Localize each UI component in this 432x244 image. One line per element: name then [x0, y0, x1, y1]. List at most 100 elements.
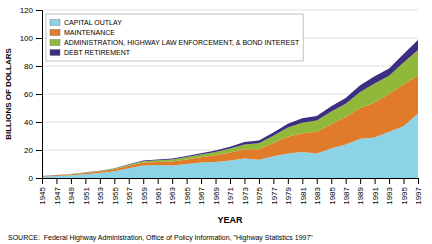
tick: 0 [29, 174, 42, 183]
tick-mark [36, 66, 42, 67]
tick-mark [259, 178, 260, 184]
legend-item: DEBT RETIREMENT [50, 49, 131, 56]
tick: 1947 [53, 178, 62, 205]
tick-mark [273, 178, 274, 184]
tick: 1979 [284, 178, 293, 205]
tick-mark [129, 178, 130, 184]
tick-mark [36, 10, 42, 11]
tick: 1967 [197, 178, 206, 205]
chart: 1945 1947 1949 1951 1953 1955 1957 1959 1961 1963… [0, 0, 432, 244]
tick-label: 1997 [414, 186, 423, 204]
tick-mark [56, 178, 57, 184]
tick-mark [375, 178, 376, 184]
tick-mark [288, 178, 289, 184]
tick-mark [216, 178, 217, 184]
tick-label: 1965 [183, 186, 192, 204]
annotation: SOURCE: Federal Highway Administration, … [8, 234, 313, 242]
legend-item: MAINTENANCE [50, 29, 115, 36]
tick-label: 1987 [342, 186, 351, 204]
tick-label: 1961 [154, 186, 163, 204]
tick-label: 1947 [53, 186, 62, 204]
legend-label: CAPITAL OUTLAY [64, 19, 122, 26]
area [42, 50, 418, 176]
tick-label: 1967 [197, 186, 206, 204]
tick: 1949 [67, 178, 76, 205]
tick: 1977 [270, 178, 279, 205]
legend-swatch [50, 50, 60, 56]
tick: 1951 [82, 178, 91, 205]
legend-frame [46, 14, 303, 61]
tick: 1957 [125, 178, 134, 205]
tick-label: 1971 [226, 186, 235, 204]
tick-mark [36, 178, 42, 179]
tick-mark [389, 178, 390, 184]
tick: 1989 [356, 178, 365, 205]
tick-label: 1977 [270, 186, 279, 204]
legend-label: DEBT RETIREMENT [64, 49, 131, 56]
legend-swatch [50, 40, 60, 46]
tick: 60 [24, 90, 42, 99]
tick-mark [36, 94, 42, 95]
tick-label: 20 [24, 146, 33, 155]
tick-label: 1945 [38, 186, 47, 204]
tick: 1945 [38, 178, 47, 205]
tick-label: 1955 [111, 186, 120, 204]
tick-label: 60 [24, 90, 33, 99]
tick-mark [230, 178, 231, 184]
tick-label: 100 [20, 34, 34, 43]
legend: CAPITAL OUTLAYMAINTENANCEADMINISTRATION,… [46, 14, 303, 61]
tick-mark [100, 178, 101, 184]
tick: 20 [24, 146, 42, 155]
tick-mark [201, 178, 202, 184]
tick-mark [172, 178, 173, 184]
tick-label: 1983 [313, 186, 322, 204]
tick-label: 1959 [140, 186, 149, 204]
tick: 1975 [255, 178, 264, 205]
axis-line [43, 179, 419, 185]
tick: 1995 [400, 178, 409, 205]
tick-mark [36, 150, 42, 151]
tick: 1955 [111, 178, 120, 205]
tick: 1953 [96, 178, 105, 205]
tick-mark [302, 178, 303, 184]
tick-mark [360, 178, 361, 184]
tick-label: 40 [24, 118, 33, 127]
tick-mark [114, 178, 115, 184]
tick-mark [143, 178, 144, 184]
tick-mark [244, 178, 245, 184]
tick: 1983 [313, 178, 322, 205]
tick: 1969 [212, 178, 221, 205]
tick-mark [331, 178, 332, 184]
tick-label: 1963 [168, 186, 177, 204]
tick-label: 1993 [385, 186, 394, 204]
tick: 1993 [385, 178, 394, 205]
tick: 1991 [371, 178, 380, 205]
tick: 40 [24, 118, 42, 127]
tick: 1959 [140, 178, 149, 205]
tick: 1961 [154, 178, 163, 205]
tick: 1985 [328, 178, 337, 205]
tick-mark [317, 178, 318, 184]
tick-mark [71, 178, 72, 184]
tick-mark [158, 178, 159, 184]
tick-mark [346, 178, 347, 184]
tick-label: 1989 [356, 186, 365, 204]
tick-mark [187, 178, 188, 184]
grid-line [42, 66, 418, 67]
tick: 1987 [342, 178, 351, 205]
tick-mark [36, 122, 42, 123]
tick-label: 1979 [284, 186, 293, 204]
tick-label: 1981 [299, 186, 308, 204]
tick: 120 [20, 6, 42, 15]
legend-label: MAINTENANCE [64, 29, 115, 36]
tick-mark [85, 178, 86, 184]
legend-swatch [50, 30, 60, 36]
y-axis: 0 20 40 60 80 100 120 [20, 6, 43, 183]
tick: 80 [24, 62, 42, 71]
tick: 100 [20, 34, 42, 43]
tick-label: 1951 [82, 186, 91, 204]
tick-label: 1995 [400, 186, 409, 204]
tick-label: 1973 [241, 186, 250, 204]
tick-label: 1985 [328, 186, 337, 204]
tick-label: 1975 [255, 186, 264, 204]
